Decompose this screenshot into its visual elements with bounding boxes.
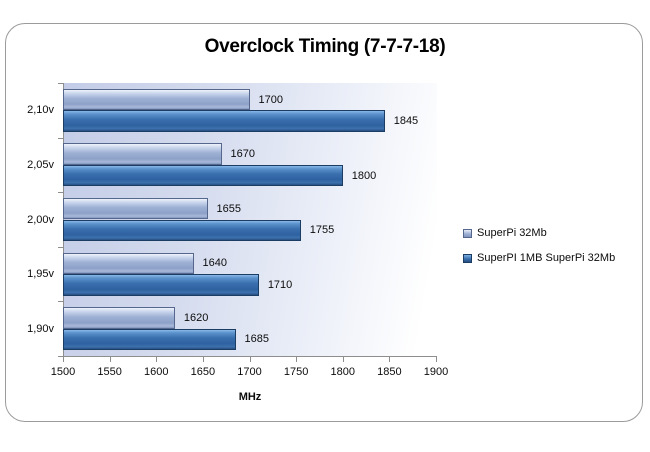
x-axis-tick <box>202 357 204 362</box>
bar-1,95v-series1 <box>63 252 194 275</box>
legend-item-superpi-32mb: SuperPi 32Mb <box>463 227 615 240</box>
bar-value-label: 1670 <box>230 148 255 161</box>
bar-value-label: 1685 <box>244 333 269 346</box>
bar-2,00v-series2 <box>63 219 301 242</box>
x-axis-tick-label: 1750 <box>283 366 309 378</box>
x-axis-tick <box>342 357 344 362</box>
x-axis-tick-label: 1600 <box>144 366 169 378</box>
y-axis-tick <box>58 83 63 84</box>
bar-value-label: 1620 <box>183 311 209 324</box>
bar-value-label: 1845 <box>393 115 419 128</box>
bar-2,05v-series1 <box>63 143 222 165</box>
bar-2,05v-series2 <box>63 164 343 187</box>
legend-label: SuperPI 1MB SuperPi 32Mb <box>477 252 616 264</box>
bar-value-label: 1755 <box>309 224 335 237</box>
y-axis-tick <box>58 356 63 357</box>
bar-value-label: 1710 <box>267 278 293 291</box>
bar-1,95v-series2 <box>63 274 259 296</box>
bar-value-label: 1640 <box>202 257 228 270</box>
x-axis-tick-label: 1700 <box>237 366 262 378</box>
x-axis-tick-label: 1900 <box>423 366 449 378</box>
y-axis-label: 2,10v <box>27 104 54 117</box>
legend-marker-light-icon <box>463 229 472 238</box>
x-axis-tick <box>296 357 298 362</box>
bar-2,10v-series1 <box>63 88 250 111</box>
bar-value-label: 1700 <box>258 93 283 106</box>
legend-item-superpi-1mb: SuperPI 1MB SuperPi 32Mb <box>463 252 615 265</box>
y-axis-label: 1,90v <box>27 322 54 335</box>
x-axis-title: MHz <box>238 391 262 403</box>
x-axis-tick <box>156 357 158 362</box>
y-axis-label: 1,95v <box>27 268 54 281</box>
x-axis-tick-label: 1800 <box>330 366 355 378</box>
y-axis-tick <box>58 137 63 139</box>
legend-label: SuperPi 32Mb <box>477 227 547 239</box>
y-axis-tick <box>58 246 63 248</box>
x-axis-tick-label: 1650 <box>190 366 216 378</box>
y-axis-tick <box>58 301 63 303</box>
x-axis-tick-label: 1850 <box>377 366 402 378</box>
x-axis-tick <box>389 357 391 362</box>
bar-2,00v-series1 <box>63 197 208 220</box>
bar-value-label: 1800 <box>351 169 377 182</box>
bar-1,90v-series2 <box>63 328 236 351</box>
chart-title: Overclock Timing (7-7-7-18) <box>204 36 446 57</box>
x-axis-tick <box>63 357 64 362</box>
y-axis-label: 2,00v <box>27 213 54 226</box>
legend-marker-dark-icon <box>463 254 472 263</box>
y-axis-label: 2,05v <box>27 158 54 171</box>
legend: SuperPi 32Mb SuperPI 1MB SuperPi 32Mb <box>463 227 615 265</box>
x-axis-tick <box>436 357 437 362</box>
x-axis-tick <box>249 357 251 362</box>
x-axis-tick-label: 1550 <box>97 366 122 378</box>
bar-2,10v-series2 <box>63 110 385 132</box>
x-axis-tick-label: 1500 <box>50 366 76 378</box>
y-axis-tick <box>58 192 63 194</box>
x-axis-tick <box>109 357 111 362</box>
bar-value-label: 1655 <box>216 202 242 215</box>
bar-1,90v-series1 <box>63 307 175 329</box>
